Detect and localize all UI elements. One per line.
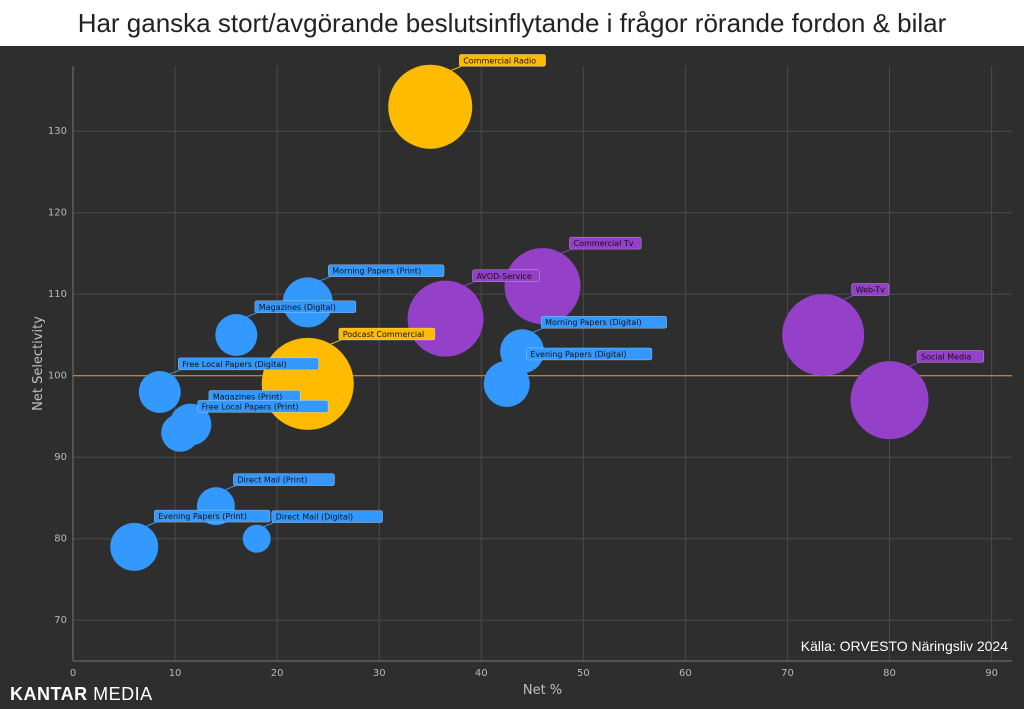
bubble <box>782 293 865 376</box>
bubble-label: Evening Papers (Print) <box>158 512 247 521</box>
label-leader <box>246 312 257 318</box>
bubble <box>215 313 258 356</box>
bubble-label: Free Local Papers (Print) <box>202 402 299 411</box>
logo-light: MEDIA <box>87 684 153 704</box>
bubble <box>850 361 929 440</box>
label-box <box>254 300 357 314</box>
label-box <box>916 350 985 363</box>
y-tick-label: 120 <box>48 208 67 219</box>
bubble <box>483 360 530 407</box>
bubble-label: Morning Papers (Digital) <box>545 318 641 327</box>
label-box <box>153 509 271 523</box>
label-box <box>851 283 890 296</box>
label-box <box>569 236 642 250</box>
source-note: Källa: ORVESTO Näringsliv 2024 <box>800 638 1008 654</box>
x-tick-label: 0 <box>70 668 76 679</box>
label-leader <box>518 359 529 365</box>
label-leader <box>561 248 572 254</box>
kantar-media-logo: KANTAR MEDIA <box>10 684 153 705</box>
x-tick-label: 30 <box>373 668 386 679</box>
label-leader <box>320 276 331 282</box>
bubble-label: Evening Papers (Digital) <box>530 350 626 359</box>
x-tick-label: 80 <box>883 668 896 679</box>
label-box <box>540 315 667 329</box>
bubble <box>504 248 581 325</box>
chart-title: Har ganska stort/avgörande beslutsinflyt… <box>77 8 947 38</box>
label-leader <box>170 369 181 375</box>
label-box <box>472 269 540 283</box>
label-leader <box>263 522 274 528</box>
bubble <box>242 524 271 553</box>
bubble-label: Web-Tv <box>856 285 885 294</box>
label-leader <box>464 281 475 287</box>
bubble-label: Commercial Radio <box>463 56 536 65</box>
bubble-label: Magazines (Digital) <box>259 303 336 312</box>
x-tick-label: 50 <box>577 668 590 679</box>
label-leader <box>843 295 854 300</box>
x-tick-label: 90 <box>985 668 998 679</box>
bubble <box>110 522 159 571</box>
y-axis-title: Net Selectivity <box>31 316 46 411</box>
x-axis-title: Net % <box>523 683 562 698</box>
logo-bold: KANTAR <box>10 684 88 704</box>
label-leader <box>189 411 200 417</box>
y-tick-label: 110 <box>48 289 67 300</box>
bubble-label: Direct Mail (Digital) <box>276 513 353 522</box>
bubble <box>138 371 181 414</box>
bubble-label: Podcast Commercial <box>343 330 425 339</box>
label-leader <box>532 327 544 333</box>
bubble-label: AVOD-Service <box>477 272 532 281</box>
label-box <box>197 400 329 413</box>
bubble-label: Magazines (Print) <box>213 392 283 401</box>
bubble-label: Morning Papers (Print) <box>332 267 421 276</box>
bubble-label: Commercial Tv <box>574 239 634 248</box>
label-box <box>338 327 436 341</box>
y-tick-label: 100 <box>48 371 67 382</box>
label-box <box>328 264 445 277</box>
label-box <box>271 510 383 523</box>
x-tick-label: 40 <box>475 668 488 679</box>
label-leader <box>225 485 236 491</box>
label-box <box>233 473 335 486</box>
y-tick-label: 80 <box>54 534 67 545</box>
label-leader <box>330 339 341 345</box>
x-tick-label: 70 <box>781 668 794 679</box>
y-tick-label: 90 <box>54 452 67 463</box>
bubble <box>161 413 200 452</box>
bubble <box>388 64 473 149</box>
bubble-label: Direct Mail (Print) <box>237 476 307 485</box>
label-leader <box>908 361 920 367</box>
label-leader <box>451 65 462 71</box>
bubble-label: Free Local Papers (Digital) <box>182 360 286 369</box>
y-tick-label: 70 <box>54 615 67 626</box>
y-tick-label: 130 <box>48 126 67 137</box>
bubble <box>407 280 484 357</box>
x-tick-label: 60 <box>679 668 692 679</box>
bubble <box>261 337 354 430</box>
x-tick-label: 10 <box>169 668 182 679</box>
label-box <box>458 54 546 67</box>
label-box <box>178 357 319 371</box>
bubble-label: Social Media <box>921 352 971 361</box>
label-box <box>526 347 653 361</box>
x-tick-label: 20 <box>271 668 284 679</box>
label-leader <box>146 521 157 527</box>
